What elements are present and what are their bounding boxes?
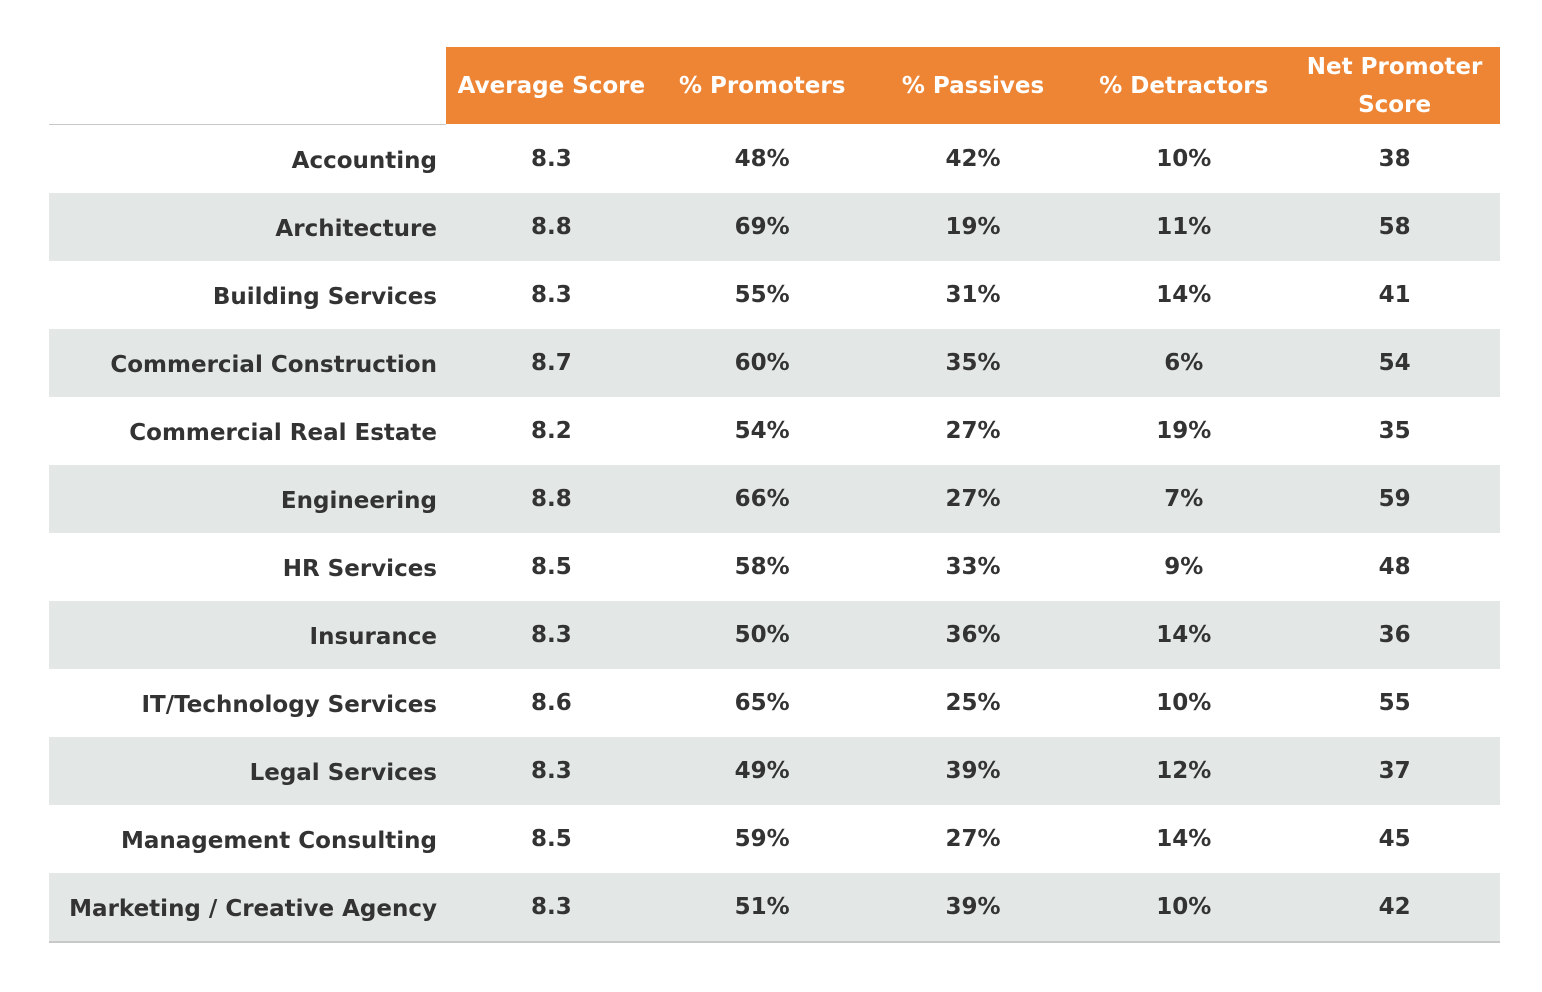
average-score-cell: 8.5 bbox=[531, 826, 572, 852]
nps-cell: 58 bbox=[1378, 214, 1411, 240]
average-score-cell: 8.8 bbox=[531, 214, 572, 240]
row-label: Marketing / Creative Agency bbox=[69, 896, 437, 922]
detractors-cell: 12% bbox=[1156, 758, 1212, 784]
promoters-cell: 65% bbox=[734, 690, 790, 716]
table-row: Accounting 8.3 48% 42% 10% 38 bbox=[49, 125, 1500, 193]
table-row: Legal Services 8.3 49% 39% 12% 37 bbox=[49, 737, 1500, 805]
table-row: Architecture 8.8 69% 19% 11% 58 bbox=[49, 193, 1500, 261]
passives-cell: 31% bbox=[945, 282, 1001, 308]
table-bottom-border bbox=[49, 941, 1500, 943]
average-score-cell: 8.5 bbox=[531, 554, 572, 580]
row-label: Commercial Real Estate bbox=[129, 420, 437, 446]
nps-cell: 59 bbox=[1378, 486, 1411, 512]
passives-cell: 35% bbox=[945, 350, 1001, 376]
table-row: Engineering 8.8 66% 27% 7% 59 bbox=[49, 465, 1500, 533]
passives-cell: 25% bbox=[945, 690, 1001, 716]
promoters-cell: 49% bbox=[734, 758, 790, 784]
detractors-cell: 11% bbox=[1156, 214, 1212, 240]
column-header-net-promoter-score: Net Promoter Score bbox=[1306, 53, 1483, 118]
row-label: Insurance bbox=[309, 624, 437, 650]
promoters-cell: 66% bbox=[734, 486, 790, 512]
promoters-cell: 58% bbox=[734, 554, 790, 580]
table-body: Accounting 8.3 48% 42% 10% 38 Architecture 8.8 6… bbox=[49, 125, 1500, 941]
table-row: Commercial Real Estate 8.2 54% 27% 19% 35 bbox=[49, 397, 1500, 465]
table-row: Management Consulting 8.5 59% 27% 14% 45 bbox=[49, 805, 1500, 873]
header-divider bbox=[49, 124, 446, 125]
detractors-cell: 10% bbox=[1156, 894, 1212, 920]
table-header-row: Average Score % Promoters % Passives % D… bbox=[49, 47, 1500, 124]
promoters-cell: 59% bbox=[734, 826, 790, 852]
detractors-cell: 14% bbox=[1156, 282, 1212, 308]
detractors-cell: 7% bbox=[1164, 486, 1204, 512]
nps-cell: 35 bbox=[1378, 418, 1411, 444]
column-header-detractors: % Detractors bbox=[1099, 72, 1269, 99]
detractors-cell: 14% bbox=[1156, 826, 1212, 852]
average-score-cell: 8.3 bbox=[531, 146, 572, 172]
nps-cell: 36 bbox=[1378, 622, 1411, 648]
average-score-cell: 8.6 bbox=[531, 690, 572, 716]
passives-cell: 39% bbox=[945, 758, 1001, 784]
passives-cell: 36% bbox=[945, 622, 1001, 648]
row-label: Commercial Construction bbox=[110, 352, 437, 378]
row-label: Building Services bbox=[212, 284, 437, 310]
column-header-passives: % Passives bbox=[901, 72, 1045, 99]
header-spacer bbox=[49, 47, 446, 124]
header-band: Average Score % Promoters % Passives % D… bbox=[446, 47, 1500, 124]
average-score-cell: 8.3 bbox=[531, 758, 572, 784]
promoters-cell: 55% bbox=[734, 282, 790, 308]
promoters-cell: 50% bbox=[734, 622, 790, 648]
row-label: Architecture bbox=[275, 216, 437, 242]
table-row: Marketing / Creative Agency 8.3 51% 39% 10% 4… bbox=[49, 873, 1500, 941]
nps-cell: 55 bbox=[1378, 690, 1411, 716]
table-row: HR Services 8.5 58% 33% 9% 48 bbox=[49, 533, 1500, 601]
promoters-cell: 51% bbox=[734, 894, 790, 920]
row-label: Engineering bbox=[280, 488, 437, 514]
average-score-cell: 8.3 bbox=[531, 282, 572, 308]
passives-cell: 27% bbox=[945, 418, 1001, 444]
passives-cell: 19% bbox=[945, 214, 1001, 240]
nps-cell: 54 bbox=[1378, 350, 1411, 376]
promoters-cell: 54% bbox=[734, 418, 790, 444]
nps-cell: 48 bbox=[1378, 554, 1411, 580]
row-label: Legal Services bbox=[249, 760, 437, 786]
table-row: Insurance 8.3 50% 36% 14% 36 bbox=[49, 601, 1500, 669]
promoters-cell: 48% bbox=[734, 146, 790, 172]
detractors-cell: 9% bbox=[1164, 554, 1204, 580]
detractors-cell: 14% bbox=[1156, 622, 1212, 648]
row-label: IT/Technology Services bbox=[141, 692, 437, 718]
column-header-promoters: % Promoters bbox=[678, 72, 846, 99]
passives-cell: 42% bbox=[945, 146, 1001, 172]
table-row: IT/Technology Services 8.6 65% 25% 10% 55 bbox=[49, 669, 1500, 737]
nps-cell: 45 bbox=[1378, 826, 1411, 852]
table-row: Commercial Construction 8.7 60% 35% 6% 54 bbox=[49, 329, 1500, 397]
detractors-cell: 10% bbox=[1156, 146, 1212, 172]
nps-cell: 37 bbox=[1378, 758, 1411, 784]
nps-cell: 38 bbox=[1378, 146, 1411, 172]
nps-table: Average Score % Promoters % Passives % D… bbox=[49, 47, 1500, 943]
detractors-cell: 19% bbox=[1156, 418, 1212, 444]
detractors-cell: 10% bbox=[1156, 690, 1212, 716]
passives-cell: 39% bbox=[945, 894, 1001, 920]
detractors-cell: 6% bbox=[1164, 350, 1204, 376]
row-label: Management Consulting bbox=[120, 828, 437, 854]
average-score-cell: 8.3 bbox=[531, 894, 572, 920]
passives-cell: 27% bbox=[945, 826, 1001, 852]
promoters-cell: 60% bbox=[734, 350, 790, 376]
average-score-cell: 8.8 bbox=[531, 486, 572, 512]
promoters-cell: 69% bbox=[734, 214, 790, 240]
average-score-cell: 8.7 bbox=[531, 350, 572, 376]
average-score-cell: 8.3 bbox=[531, 622, 572, 648]
column-header-average-score: Average Score bbox=[457, 72, 646, 99]
nps-cell: 41 bbox=[1378, 282, 1411, 308]
table-row: Building Services 8.3 55% 31% 14% 41 bbox=[49, 261, 1500, 329]
nps-cell: 42 bbox=[1378, 894, 1411, 920]
passives-cell: 27% bbox=[945, 486, 1001, 512]
row-label: HR Services bbox=[282, 556, 437, 582]
row-label: Accounting bbox=[291, 148, 437, 174]
average-score-cell: 8.2 bbox=[531, 418, 572, 444]
passives-cell: 33% bbox=[945, 554, 1001, 580]
